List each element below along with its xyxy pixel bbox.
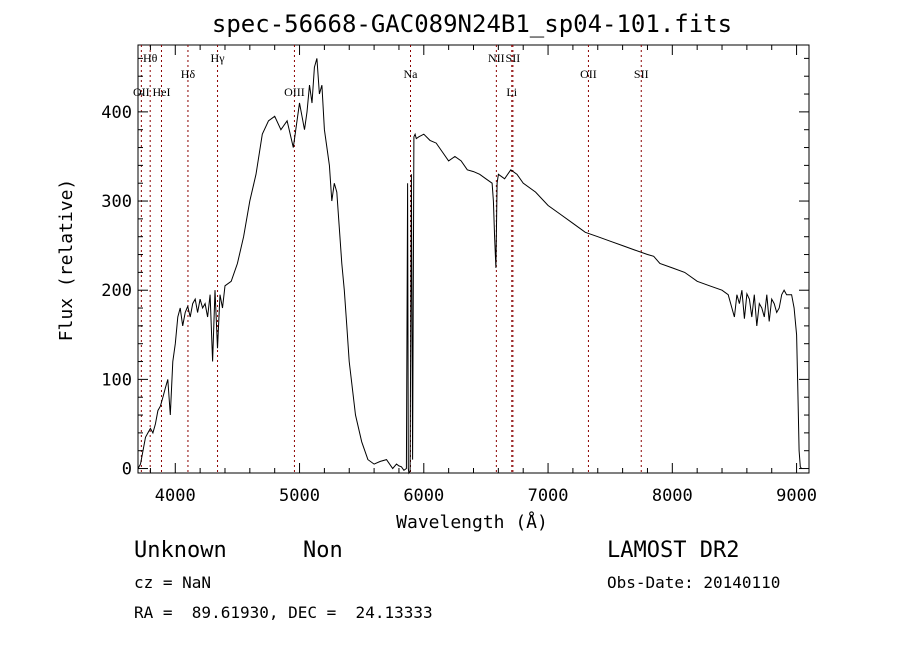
chart-title: spec-56668-GAC089N24B1_sp04-101.fits	[212, 10, 732, 38]
spectrum-line	[137, 58, 802, 475]
x-tick-label: 9000	[776, 486, 817, 506]
y-tick-label: 200	[101, 281, 132, 301]
line-marker-label: OII	[133, 85, 150, 99]
object-subclass-label: Non	[303, 538, 343, 563]
coordinates-label: RA = 89.61930, DEC = 24.13333	[134, 603, 433, 622]
line-marker-label: Hγ	[211, 51, 226, 65]
x-tick-label: 8000	[652, 486, 693, 506]
line-marker-label: OIII	[284, 85, 305, 99]
line-marker-label: Hθ	[143, 51, 158, 65]
x-tick-label: 6000	[403, 486, 444, 506]
line-marker-label: NII	[488, 51, 505, 65]
x-axis-label: Wavelength (Å)	[396, 511, 548, 533]
line-marker-label: OII	[580, 67, 597, 81]
line-marker-label: SII	[634, 67, 649, 81]
data-release-label: LAMOST DR2	[607, 538, 740, 563]
y-axis-label: Flux (relative)	[56, 179, 77, 342]
x-tick-label: 4000	[155, 486, 196, 506]
line-marker-label: HeI	[152, 85, 170, 99]
y-tick-label: 100	[101, 370, 132, 390]
line-marker-label: Hδ	[181, 67, 196, 81]
y-tick-label: 400	[101, 103, 132, 123]
y-axis-ticks: 0 100 200 300 400	[101, 57, 809, 480]
obs-date-label: Obs-Date: 20140110	[607, 573, 781, 592]
object-class-label: Unknown	[134, 538, 227, 563]
y-tick-label: 0	[122, 460, 132, 480]
x-tick-label: 7000	[528, 486, 569, 506]
line-marker-label: SII	[506, 51, 521, 65]
line-marker-label: Li	[506, 85, 517, 99]
line-marker-label: Na	[404, 67, 419, 81]
y-tick-label: 300	[101, 192, 132, 212]
redshift-label: cz = NaN	[134, 573, 212, 592]
x-axis-ticks: 4000 5000 6000 7000 8000 9000	[149, 45, 817, 506]
x-tick-label: 5000	[279, 486, 320, 506]
